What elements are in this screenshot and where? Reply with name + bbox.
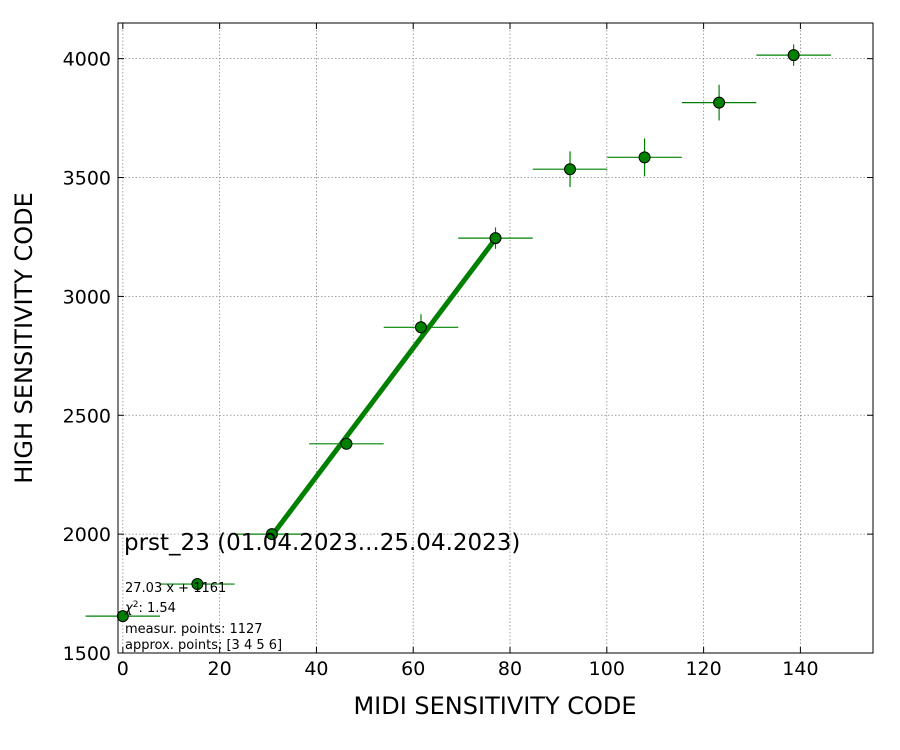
y-tick-label: 1500 [63,643,111,665]
annotation-title: prst_23 (01.04.2023...25.04.2023) [124,530,520,556]
data-point [787,49,800,62]
data-point [265,528,278,541]
y-tick-label: 3000 [63,286,111,308]
data-point [713,96,726,109]
x-tick-label: 40 [304,658,328,680]
grid [118,23,873,654]
x-tick-label: 60 [401,658,425,680]
x-tick-label: 20 [208,658,232,680]
y-tick-label: 4000 [63,49,111,71]
data-point [489,232,502,245]
x-tick-label: 80 [498,658,522,680]
data-points [116,49,800,623]
data-point [340,437,353,450]
data-point [191,578,204,591]
fit-line [269,237,498,538]
annotation-chi2: χ2: 1.54 [124,600,176,616]
x-tick-label: 120 [685,658,721,680]
data-point [564,163,577,176]
data-point [116,610,129,623]
annotation-fit-equation: 27.03 x + 1161 [125,581,226,596]
annotation-measur-points: measur. points: 1127 [125,622,263,637]
x-axis-label: MIDI SENSITIVITY CODE [353,692,636,720]
y-axis-label: HIGH SENSITIVITY CODE [10,192,38,484]
chi2-superscript: 2 [133,600,139,610]
y-tick-label: 2500 [63,405,111,427]
y-tick-label: 3500 [63,168,111,190]
data-point [414,321,427,334]
annotation-approx-points: approx. points: [3 4 5 6] [125,638,282,653]
chi2-value: : 1.54 [138,601,175,616]
chi2-symbol: χ [124,601,134,616]
x-tick-label: 0 [117,658,129,680]
plot-background [118,23,873,653]
y-tick-label: 2000 [63,524,111,546]
x-tick-label: 100 [589,658,625,680]
ticks: 0 20 40 60 80 100 120 140 1500 2000 2500 3000 3500 40… [63,23,873,680]
plot-frame [117,22,874,654]
data-point [638,151,651,164]
x-tick-label: 140 [782,658,818,680]
fit-line-group [269,237,498,538]
